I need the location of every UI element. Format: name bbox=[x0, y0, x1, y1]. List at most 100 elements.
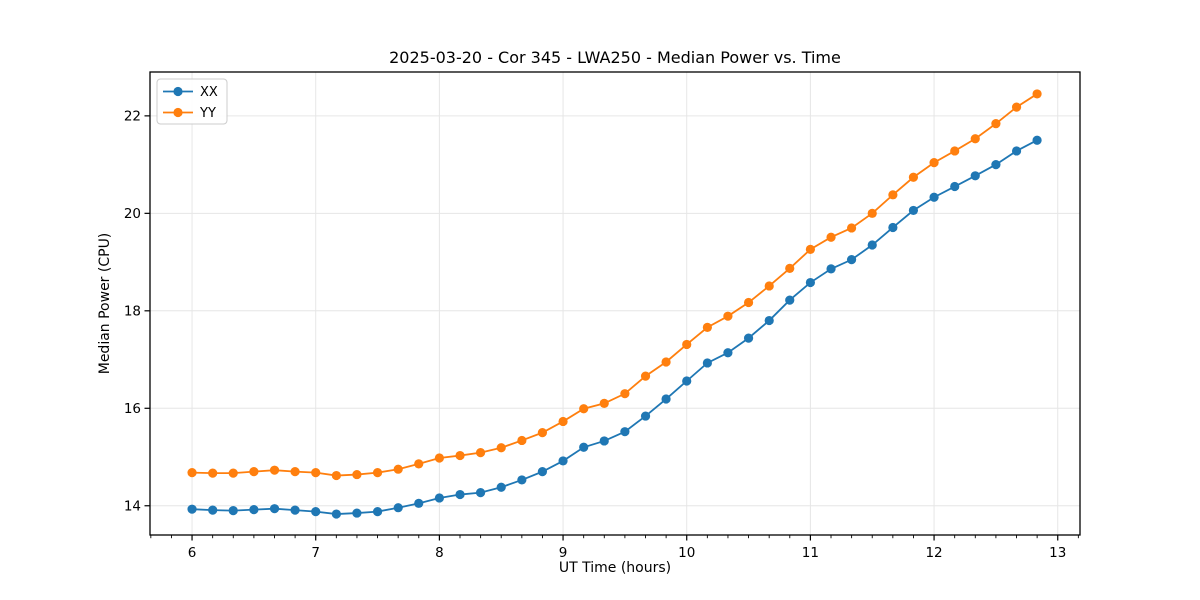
chart-title: 2025-03-20 - Cor 345 - LWA250 - Median P… bbox=[389, 48, 841, 67]
data-point-XX bbox=[290, 505, 300, 515]
data-point-XX bbox=[805, 277, 815, 288]
data-point-XX bbox=[393, 503, 403, 513]
data-point-XX bbox=[496, 482, 506, 492]
data-point-XX bbox=[311, 507, 321, 517]
x-tick-label: 10 bbox=[678, 545, 695, 561]
series-line-XX bbox=[192, 139, 1038, 515]
data-point-YY bbox=[496, 443, 506, 453]
data-point-XX bbox=[537, 467, 548, 477]
data-point-XX bbox=[702, 358, 712, 368]
data-point-YY bbox=[950, 146, 960, 156]
data-point-XX bbox=[372, 507, 383, 517]
data-point-YY bbox=[970, 134, 980, 144]
data-point-YY bbox=[331, 470, 341, 481]
data-point-XX bbox=[579, 442, 589, 452]
data-point-XX bbox=[661, 394, 671, 404]
plot-frame bbox=[149, 71, 1081, 536]
data-point-XX bbox=[1011, 146, 1022, 156]
x-axis-label: UT Time (hours) bbox=[559, 560, 671, 576]
data-point-XX bbox=[434, 493, 444, 503]
data-point-YY bbox=[620, 389, 630, 399]
legend-marker-XX bbox=[173, 86, 183, 97]
data-point-XX bbox=[908, 205, 919, 216]
data-point-XX bbox=[352, 508, 362, 518]
data-point-XX bbox=[620, 427, 630, 437]
data-point-YY bbox=[537, 428, 548, 438]
y-tick-label: 14 bbox=[124, 499, 141, 515]
series-line-YY bbox=[192, 93, 1038, 477]
data-point-XX bbox=[558, 456, 568, 466]
data-point-YY bbox=[208, 468, 218, 478]
data-point-YY bbox=[517, 435, 527, 446]
data-point-YY bbox=[805, 244, 815, 255]
data-point-YY bbox=[826, 232, 836, 242]
data-point-YY bbox=[743, 297, 754, 308]
data-point-YY bbox=[764, 281, 774, 291]
data-point-YY bbox=[372, 468, 383, 478]
data-point-YY bbox=[311, 468, 321, 478]
grid-lines bbox=[150, 72, 1080, 535]
y-tick-label: 18 bbox=[124, 304, 141, 320]
data-point-XX bbox=[269, 504, 280, 514]
x-tick-label: 7 bbox=[311, 545, 320, 561]
axis-ticks bbox=[144, 115, 1079, 541]
data-point-YY bbox=[455, 450, 465, 461]
data-point-XX bbox=[970, 171, 980, 181]
data-point-YY bbox=[702, 322, 712, 332]
data-point-XX bbox=[950, 181, 960, 192]
data-point-YY bbox=[1032, 89, 1042, 99]
x-tick-label: 13 bbox=[1049, 545, 1066, 561]
x-tick-label: 6 bbox=[188, 545, 197, 561]
data-point-YY bbox=[991, 119, 1001, 129]
data-point-YY bbox=[640, 371, 651, 381]
data-point-XX bbox=[764, 315, 774, 326]
data-point-XX bbox=[723, 348, 733, 358]
legend: XX YY bbox=[156, 78, 228, 125]
data-point-YY bbox=[723, 311, 733, 321]
data-point-XX bbox=[867, 240, 877, 250]
data-point-YY bbox=[393, 464, 403, 474]
y-tick-label: 20 bbox=[124, 206, 141, 222]
data-point-XX bbox=[331, 509, 341, 519]
data-point-XX bbox=[228, 506, 238, 516]
data-point-XX bbox=[517, 475, 527, 485]
data-point-XX bbox=[475, 487, 486, 498]
x-tick-label: 11 bbox=[802, 545, 819, 561]
data-point-XX bbox=[1032, 135, 1042, 145]
data-point-YY bbox=[846, 223, 857, 233]
data-point-YY bbox=[661, 357, 671, 367]
data-point-YY bbox=[228, 468, 238, 478]
data-point-YY bbox=[414, 459, 424, 469]
data-point-YY bbox=[908, 172, 919, 182]
legend-label-XX: XX bbox=[200, 85, 218, 100]
data-point-XX bbox=[208, 505, 218, 515]
y-axis-label: Median Power (CPU) bbox=[97, 233, 113, 375]
data-point-XX bbox=[846, 255, 857, 265]
data-point-YY bbox=[929, 158, 939, 168]
data-point-YY bbox=[187, 468, 197, 478]
y-tick-label: 16 bbox=[124, 401, 141, 417]
data-point-XX bbox=[991, 160, 1001, 170]
data-point-YY bbox=[352, 469, 362, 480]
data-point-XX bbox=[599, 436, 609, 446]
data-point-YY bbox=[475, 448, 486, 458]
data-point-XX bbox=[187, 504, 197, 514]
data-point-YY bbox=[269, 465, 280, 475]
data-point-XX bbox=[743, 333, 754, 343]
data-point-YY bbox=[1011, 102, 1022, 112]
x-tick-label: 9 bbox=[559, 545, 568, 561]
data-point-YY bbox=[599, 398, 609, 409]
legend-label-YY: YY bbox=[199, 106, 216, 121]
series-layer bbox=[187, 89, 1042, 519]
data-point-YY bbox=[682, 339, 692, 350]
data-point-YY bbox=[558, 416, 568, 427]
data-point-XX bbox=[785, 295, 795, 305]
data-point-XX bbox=[414, 498, 424, 508]
data-point-XX bbox=[888, 222, 898, 233]
data-point-YY bbox=[785, 263, 795, 274]
x-tick-label: 12 bbox=[925, 545, 942, 561]
data-point-XX bbox=[455, 489, 465, 500]
data-point-XX bbox=[929, 192, 939, 202]
